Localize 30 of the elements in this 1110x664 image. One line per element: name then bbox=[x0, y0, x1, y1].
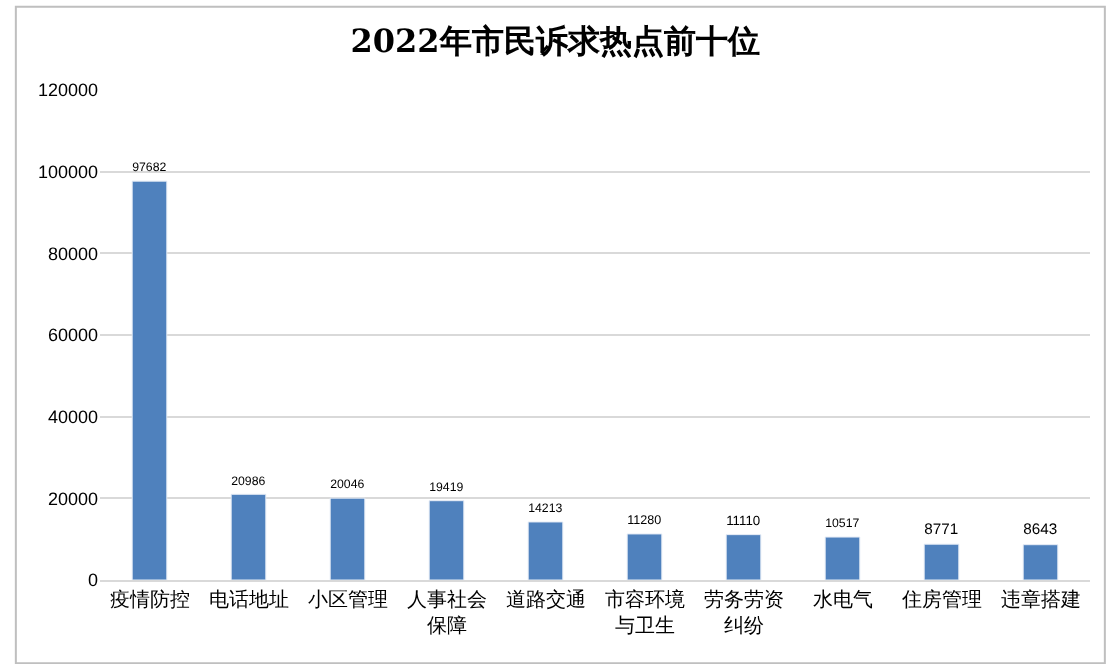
x-tick-label: 劳务劳资纠纷 bbox=[703, 588, 784, 638]
bar bbox=[725, 534, 762, 580]
bar bbox=[428, 500, 465, 580]
chart-title: 2022年市民诉求热点前十位 bbox=[350, 22, 760, 61]
x-tick-label: 住房管理 bbox=[901, 588, 982, 612]
y-tick-label: 60000 bbox=[47, 325, 98, 346]
bar bbox=[230, 493, 267, 580]
bar bbox=[1022, 544, 1059, 580]
y-tick-label: 0 bbox=[87, 570, 98, 591]
y-tick-label: 100000 bbox=[37, 161, 98, 182]
y-tick-label: 40000 bbox=[47, 406, 98, 427]
data-label: 8771 bbox=[924, 519, 959, 538]
x-tick-label: 道路交通 bbox=[505, 588, 586, 612]
x-tick-label: 违章搭建 bbox=[1000, 588, 1081, 612]
y-tick-label: 120000 bbox=[37, 80, 98, 101]
bar bbox=[626, 533, 663, 580]
y-tick-label: 80000 bbox=[47, 243, 98, 264]
x-tick-label: 小区管理 bbox=[307, 588, 388, 612]
x-tick-label: 水电气 bbox=[812, 588, 873, 612]
bar bbox=[923, 543, 960, 580]
x-tick-label: 疫情防控 bbox=[109, 588, 190, 612]
x-tick-label: 人事社会保障 bbox=[406, 588, 487, 638]
y-tick-label: 20000 bbox=[47, 488, 98, 509]
x-tick-label: 电话地址 bbox=[208, 588, 289, 612]
bar bbox=[824, 536, 861, 580]
bar bbox=[131, 180, 168, 580]
x-tick-label: 市容环境与卫生 bbox=[604, 588, 685, 638]
bar bbox=[329, 497, 366, 580]
data-label: 8643 bbox=[1023, 520, 1058, 539]
bar bbox=[527, 521, 564, 580]
